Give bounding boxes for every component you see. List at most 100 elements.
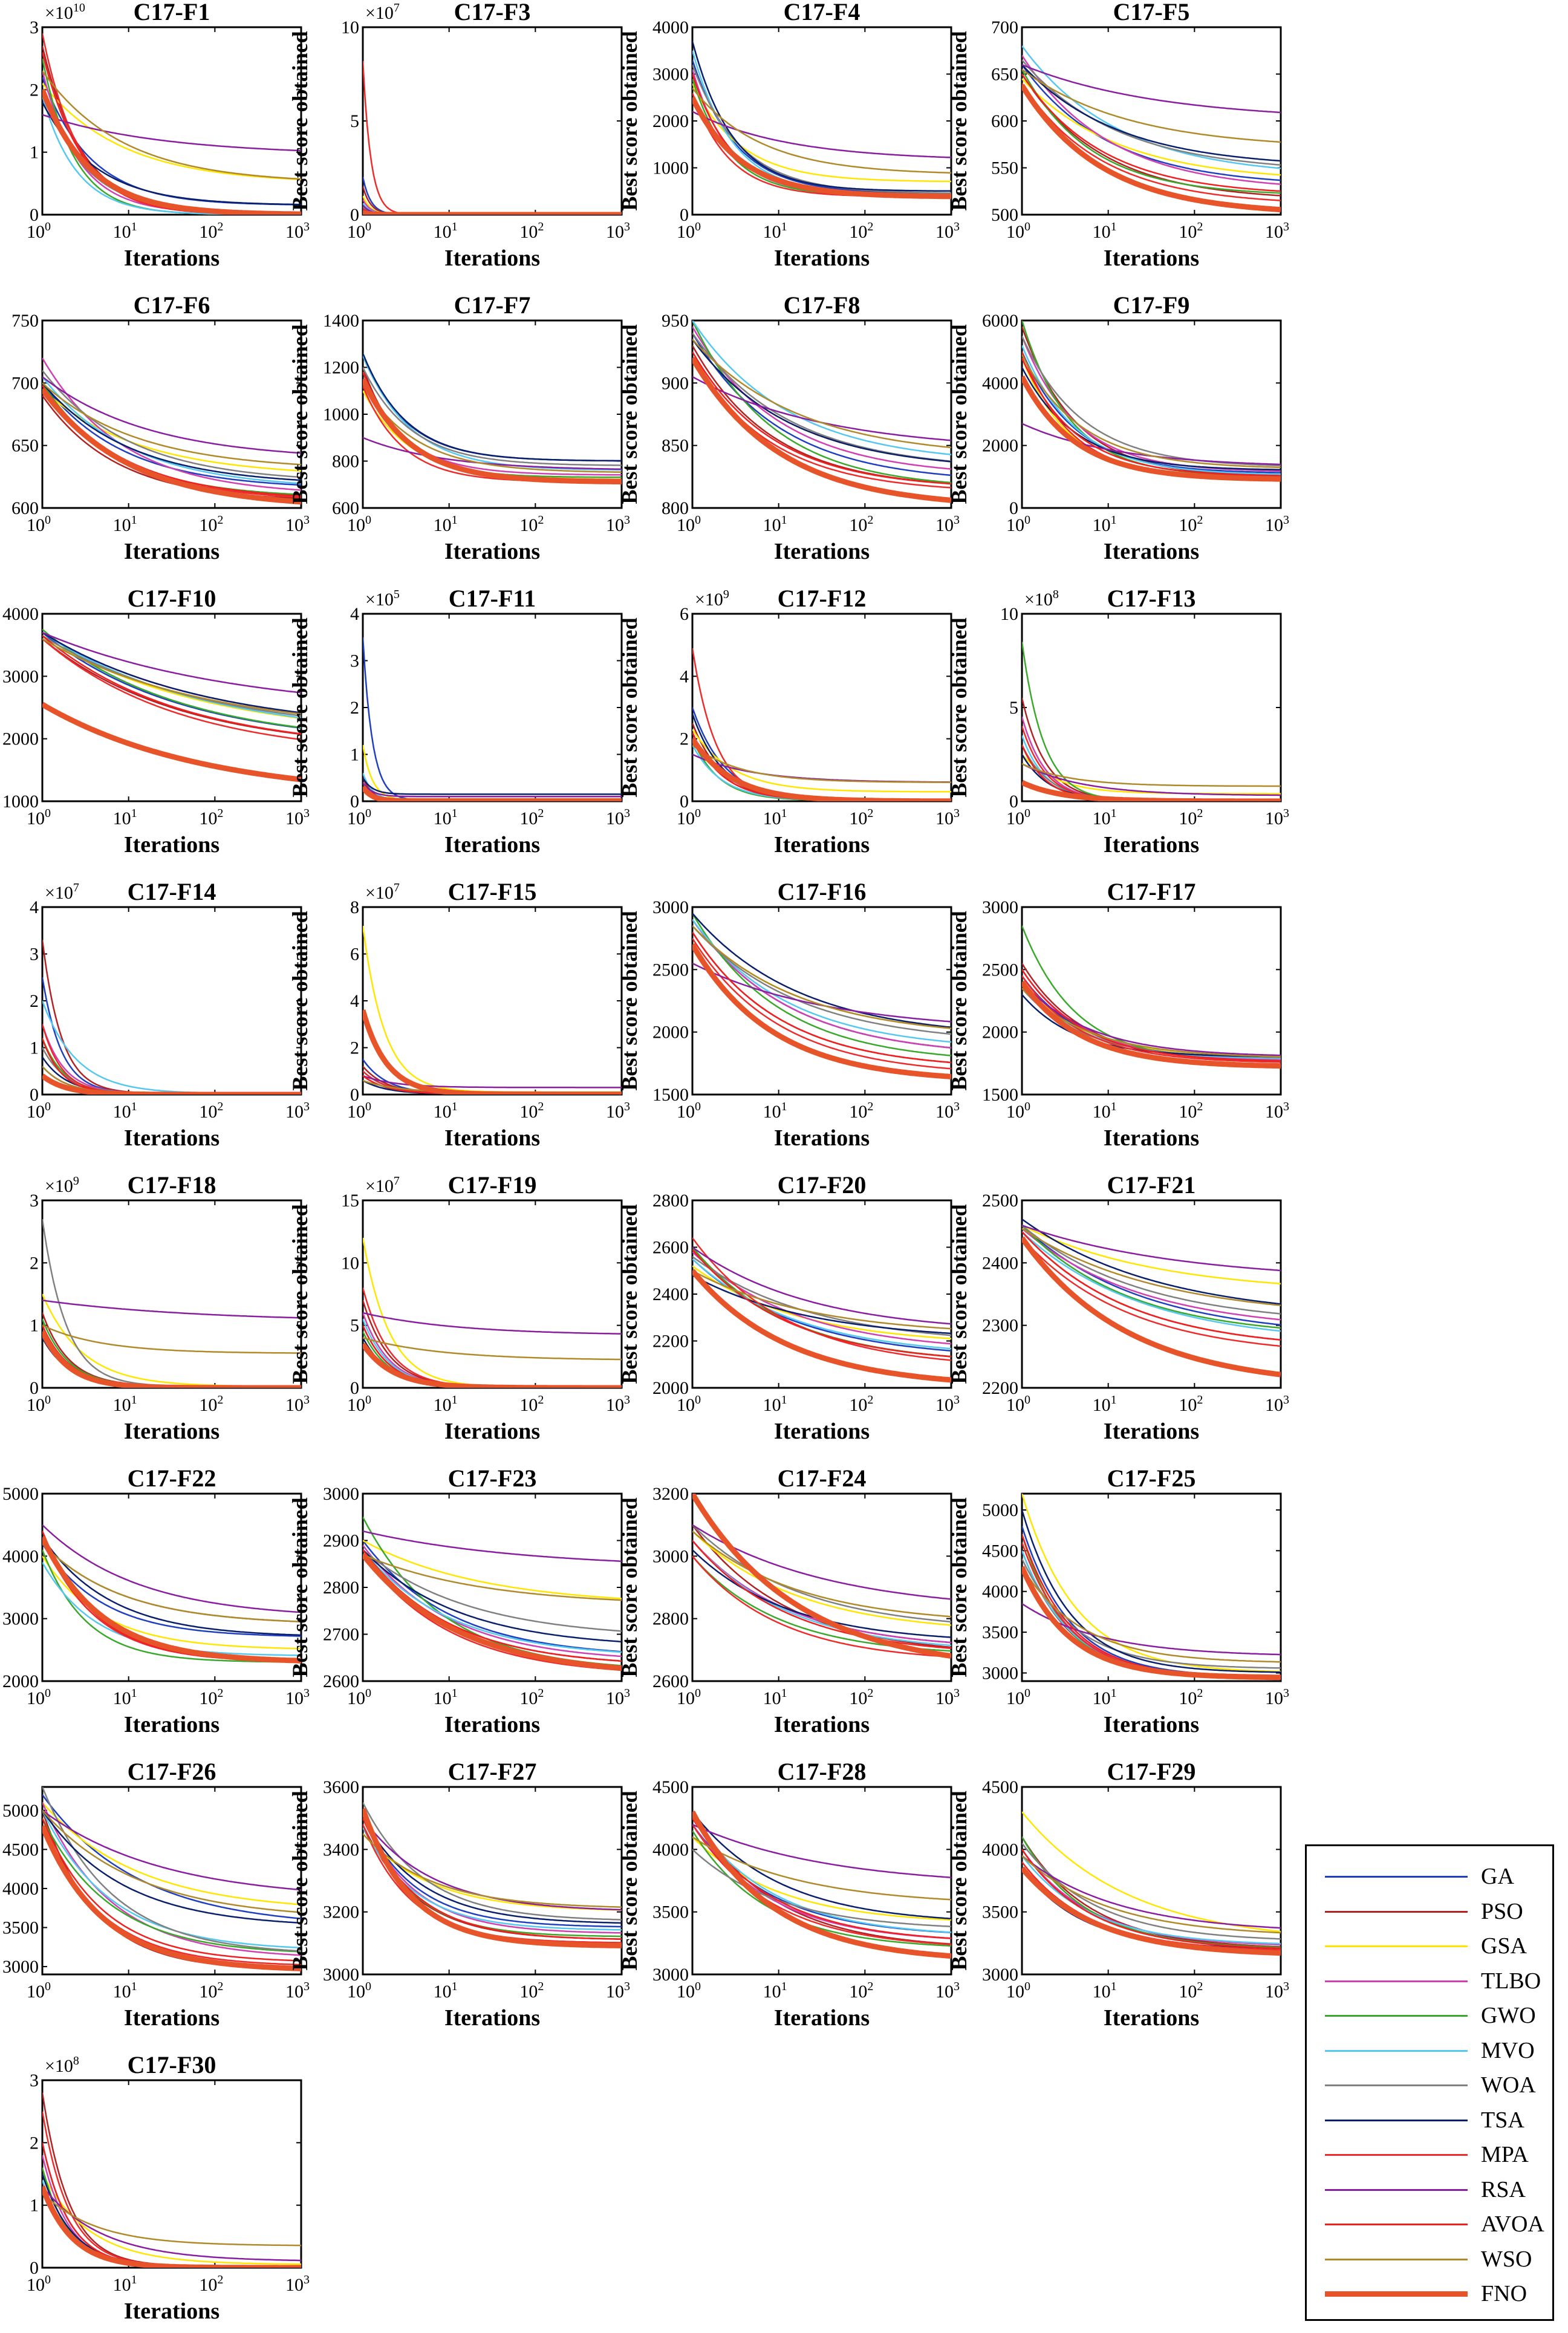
- x-tick-label: 100: [27, 220, 51, 242]
- y-tick-label: 3500: [652, 1902, 689, 1922]
- series-line-tsa: [363, 353, 622, 462]
- x-axis-label: Iterations: [774, 246, 870, 271]
- legend-swatch: [1325, 1876, 1468, 1878]
- x-tick-label: 100: [27, 1980, 51, 2002]
- y-tick-label: 4000: [982, 1582, 1018, 1602]
- x-tick-label: 102: [849, 1687, 873, 1708]
- x-tick-label: 100: [1006, 1100, 1030, 1122]
- x-tick-label: 103: [606, 1980, 630, 2002]
- y-tick-label: 2: [350, 1038, 359, 1058]
- x-tick-label: 103: [606, 513, 630, 535]
- subplot: Best score obtained C17-F28 3000 3500 4000 45…: [617, 1758, 960, 2031]
- x-tick-label: 103: [935, 807, 960, 828]
- legend: GA PSO GSA TLBO GWO MVO WOA TSA MPA RSA AVOA WSO FNO: [1305, 1844, 1554, 2321]
- series-line-avoa: [1022, 1849, 1281, 1950]
- x-tick-label: 101: [113, 1687, 137, 1708]
- series-line-tsa: [1022, 64, 1281, 162]
- series-line-rsa: [42, 376, 301, 454]
- x-tick-label: 101: [763, 1980, 787, 2002]
- y-tick-label: 0: [680, 792, 689, 812]
- series-line-rsa: [692, 1823, 951, 1878]
- plot-title: C17-F19: [448, 1171, 537, 1199]
- y-tick-label: 6: [350, 945, 359, 965]
- legend-label: RSA: [1481, 2176, 1526, 2202]
- y-tick-label: 1000: [323, 405, 359, 425]
- series-line-mvo: [692, 1817, 951, 1933]
- y-tick-label: 950: [662, 311, 689, 331]
- subplot: Best score obtained C17-F19 ×107 0 5 10 15 100 1…: [288, 1171, 630, 1444]
- subplot: Best score obtained C17-F16 1500 2000 2500 30…: [617, 878, 960, 1151]
- y-axis-label: Best score obtained: [617, 1497, 642, 1677]
- y-tick-label: 8: [350, 897, 359, 917]
- subplot: Best score obtained C17-F21 2200 2300 2400 25…: [947, 1171, 1289, 1444]
- x-tick-label: 101: [1093, 1687, 1117, 1708]
- y-tick-label: 850: [662, 436, 689, 456]
- y-axis-label: Best score obtained: [947, 1791, 971, 1970]
- series-line-tsa: [363, 1818, 622, 1924]
- series-line-wso: [692, 744, 951, 783]
- series-line-wso: [692, 1836, 951, 1901]
- subplot: Best score obtained C17-F22 2000 3000 4000 50…: [2, 1465, 310, 1737]
- series-line-tlbo: [1022, 1228, 1281, 1321]
- plot-title: C17-F26: [128, 1758, 216, 1785]
- series-line-avoa: [363, 1818, 622, 1940]
- y-tick-label: 1: [30, 1316, 39, 1336]
- legend-label: GWO: [1481, 2003, 1536, 2028]
- y-tick-label: 2: [680, 729, 689, 749]
- plot-area: [362, 1492, 623, 1682]
- series-line-fno: [1022, 779, 1281, 801]
- x-tick-label: 101: [434, 513, 458, 535]
- y-tick-label: 600: [991, 111, 1018, 131]
- series-line-gsa: [1022, 1811, 1281, 1933]
- y-tick-label: 3000: [2, 1609, 39, 1629]
- y-tick-label: 0: [680, 205, 689, 225]
- y-tick-label: 0: [30, 1378, 39, 1398]
- legend-label: WSO: [1481, 2246, 1532, 2272]
- y-tick-label: 2000: [982, 1023, 1018, 1043]
- x-tick-label: 103: [606, 220, 630, 242]
- series-line-mvo: [363, 1549, 622, 1653]
- y-tick-label: 4000: [652, 1840, 689, 1860]
- x-axis-label: Iterations: [1104, 1125, 1199, 1151]
- subplot: Best score obtained C17-F20 2000 2200 2400 26…: [617, 1171, 960, 1444]
- series-line-rsa: [42, 114, 301, 152]
- plot-title: C17-F18: [128, 1171, 216, 1199]
- series-line-tlbo: [692, 919, 951, 1049]
- series-line-mvo: [1022, 345, 1281, 475]
- y-tick-label: 2900: [323, 1531, 359, 1551]
- y-tick-label: 600: [332, 498, 359, 518]
- x-tick-label: 102: [199, 1980, 223, 2002]
- x-tick-label: 101: [1093, 807, 1117, 828]
- legend-label: AVOA: [1481, 2211, 1544, 2237]
- axis-multiplier: ×107: [365, 881, 400, 903]
- x-tick-label: 103: [285, 1980, 310, 2002]
- series-line-fno: [42, 1073, 301, 1095]
- series-line-tsa: [42, 1537, 301, 1636]
- y-tick-label: 1: [30, 143, 39, 163]
- series-line-tlbo: [1022, 54, 1281, 185]
- x-axis-label: Iterations: [774, 1125, 870, 1151]
- series-line-mvo: [692, 321, 951, 455]
- x-tick-label: 100: [347, 1393, 371, 1415]
- y-tick-label: 2: [30, 991, 39, 1011]
- x-tick-label: 101: [113, 1100, 137, 1122]
- x-tick-label: 100: [677, 220, 701, 242]
- x-axis-label: Iterations: [774, 1712, 870, 1737]
- series-line-avoa: [1022, 1231, 1281, 1341]
- series-line-woa: [692, 1255, 951, 1336]
- plot-title: C17-F23: [448, 1465, 537, 1492]
- series-line-ga: [363, 1818, 622, 1928]
- plot-area: [691, 26, 952, 216]
- x-tick-label: 102: [1179, 220, 1203, 242]
- series-line-gwo: [1022, 1837, 1281, 1948]
- x-tick-label: 101: [434, 807, 458, 828]
- series-line-wso: [1022, 354, 1281, 469]
- series-line-tsa: [692, 1811, 951, 1920]
- series-line-rsa: [363, 437, 622, 470]
- legend-swatch: [1325, 1980, 1468, 1982]
- plot-area: [691, 1199, 952, 1389]
- y-tick-label: 2400: [982, 1253, 1018, 1273]
- series-line-fno: [692, 737, 951, 801]
- series-line-tlbo: [363, 1818, 622, 1934]
- x-tick-label: 103: [606, 807, 630, 828]
